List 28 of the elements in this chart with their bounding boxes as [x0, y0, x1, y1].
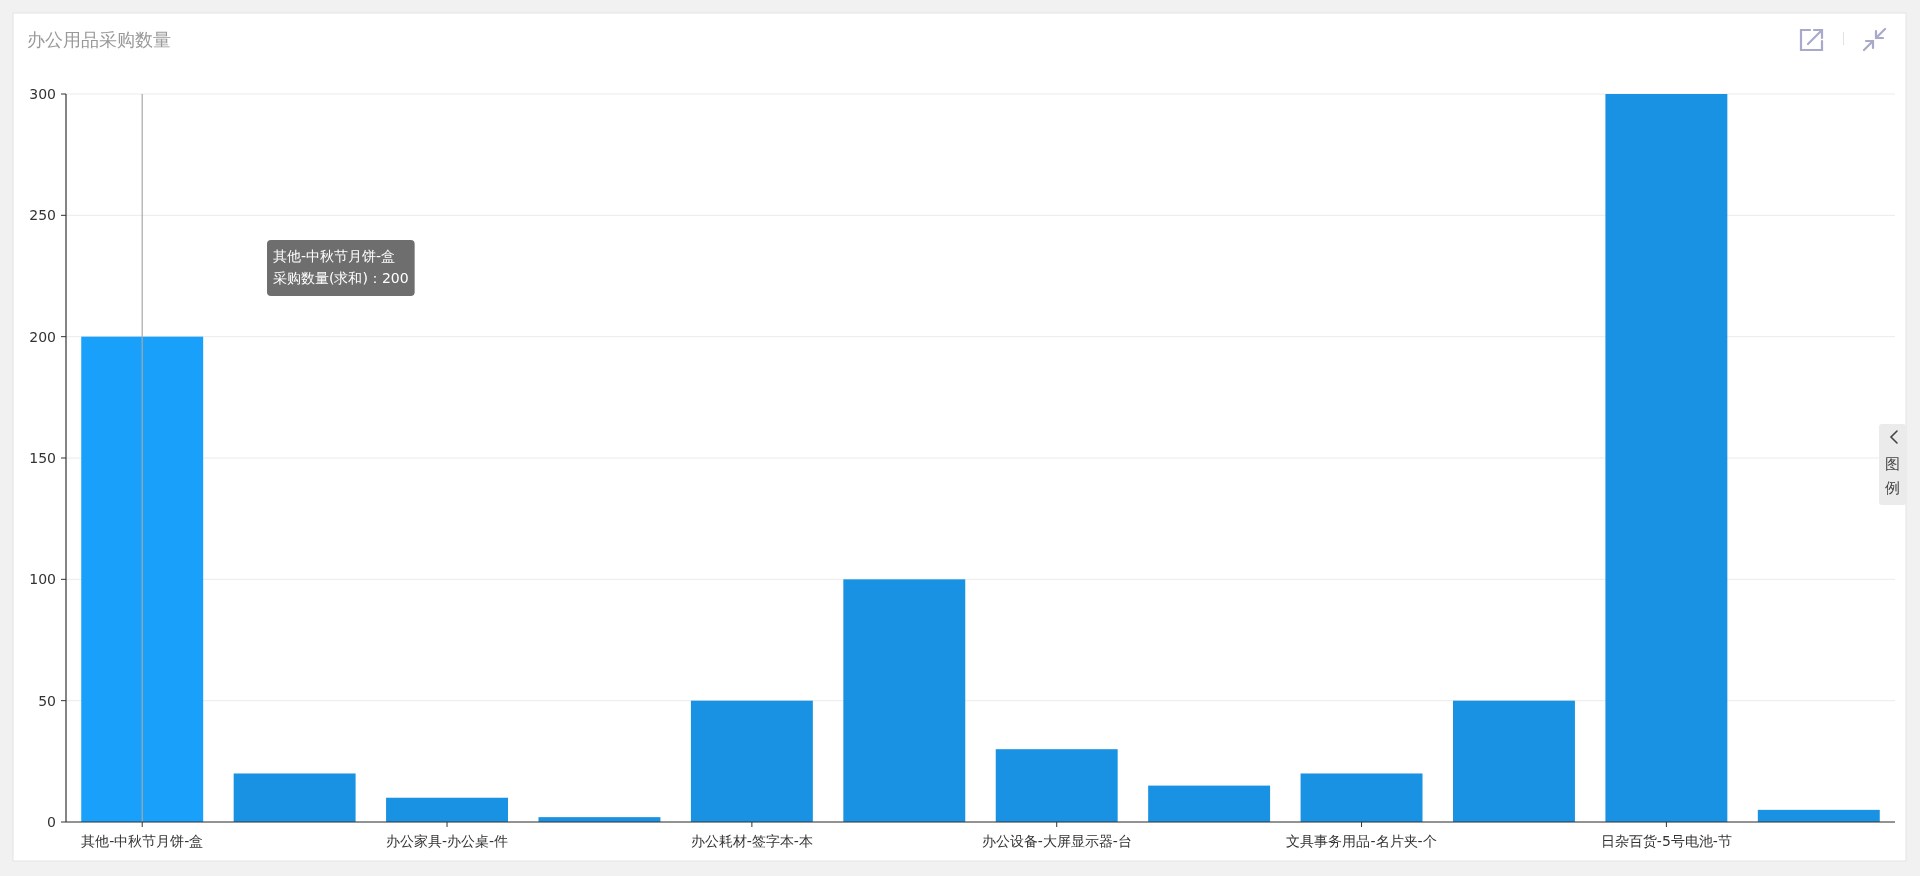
bar: [386, 797, 509, 822]
annotation: 其他-中秋节月饼-盒: [273, 248, 396, 264]
y-tick-label: 50: [38, 692, 56, 709]
bar: [690, 700, 813, 822]
bar: [1300, 773, 1423, 822]
x-tick-label: 办公设备-大屏显示器-台: [981, 833, 1132, 849]
annotation: 图例: [1885, 455, 1900, 497]
x-tick-label: 办公耗材-签字本-本: [690, 833, 813, 849]
bar: [81, 336, 204, 822]
x-tick-label: 文具事务用品-名片夹-个: [1286, 833, 1437, 849]
x-tick-label: 其他-中秋节月饼-盒: [81, 833, 204, 849]
bar: [1148, 785, 1271, 822]
annotation: 采购数量(求和)：200: [273, 270, 409, 286]
x-tick-label: 日杂百货-5号电池-节: [1600, 833, 1732, 849]
y-tick-label: 200: [29, 328, 56, 345]
bar: [1452, 700, 1575, 822]
x-tick-label: 办公家具-办公桌-件: [385, 833, 509, 849]
y-tick-label: 100: [29, 571, 56, 588]
bar: [233, 773, 356, 822]
bar: [995, 749, 1118, 822]
bar: [1605, 94, 1728, 822]
bar: [843, 579, 966, 822]
chart-title: 办公用品采购数量: [27, 29, 171, 50]
y-tick-label: 300: [29, 86, 56, 102]
y-tick-label: 250: [29, 207, 56, 224]
y-tick-label: 0: [47, 814, 56, 830]
bar: [1757, 809, 1880, 822]
y-tick-label: 150: [29, 450, 56, 466]
